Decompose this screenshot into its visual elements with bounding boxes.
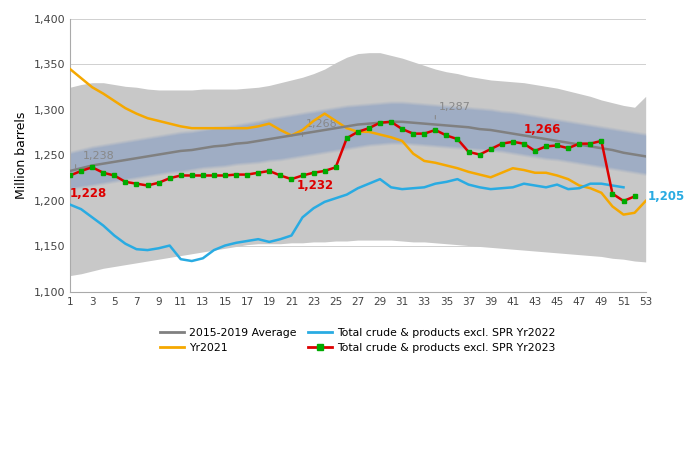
Text: 1,232: 1,232: [297, 179, 334, 192]
Text: 1,238: 1,238: [83, 151, 115, 161]
Y-axis label: Million barrels: Million barrels: [15, 112, 28, 199]
Text: 1,228: 1,228: [70, 187, 107, 200]
Text: 1,287: 1,287: [439, 102, 470, 112]
Text: 1,268: 1,268: [306, 119, 337, 129]
Text: 1,205: 1,205: [648, 190, 685, 203]
Legend: 2015-2019 Average, Yr2021, Total crude & products excl. SPR Yr2022, Total crude : 2015-2019 Average, Yr2021, Total crude &…: [156, 324, 560, 357]
Text: 1,266: 1,266: [524, 123, 561, 136]
